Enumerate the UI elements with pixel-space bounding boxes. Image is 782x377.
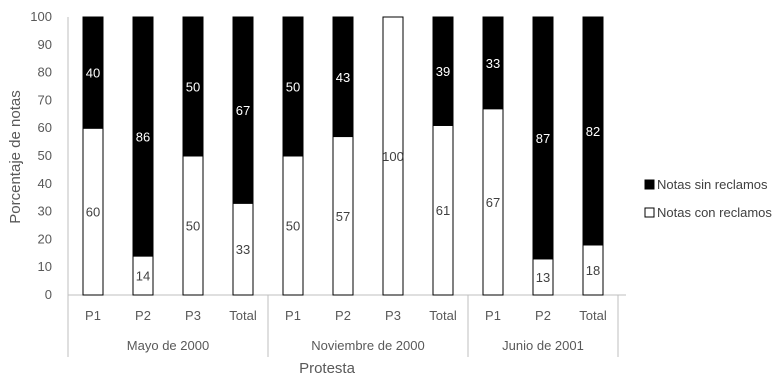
data-label-con-reclamos: 13 [536, 270, 550, 285]
data-label-con-reclamos: 18 [586, 263, 600, 278]
data-label-sin-reclamos: 82 [586, 124, 600, 139]
y-tick-label: 40 [38, 176, 52, 191]
x-category-label: Total [229, 308, 257, 323]
bar-sin-reclamos [232, 16, 254, 204]
y-tick-label: 70 [38, 92, 52, 107]
bar-sin-reclamos [132, 16, 154, 257]
legend-swatch-con-reclamos [644, 207, 655, 218]
data-label-con-reclamos: 33 [236, 242, 250, 257]
y-tick-label: 50 [38, 148, 52, 163]
data-label-sin-reclamos: 87 [536, 131, 550, 146]
bar-con-reclamos [382, 16, 404, 296]
y-tick-label: 90 [38, 37, 52, 52]
x-category-label: P3 [185, 308, 201, 323]
bar-sin-reclamos [332, 16, 354, 138]
legend: Notas sin reclamos Notas con reclamos [644, 177, 772, 220]
legend-label-con-reclamos: Notas con reclamos [657, 205, 772, 220]
x-category-label: P2 [135, 308, 151, 323]
data-label-sin-reclamos: 67 [236, 103, 250, 118]
x-group-label: Noviembre de 2000 [311, 338, 424, 353]
bar-sin-reclamos [182, 16, 204, 157]
x-category-label: P1 [285, 308, 301, 323]
data-label-con-reclamos: 100 [382, 149, 404, 164]
y-tick-label: 30 [38, 204, 52, 219]
data-labels: 40 60 86 14 50 50 67 33 50 50 43 57 100 39 61 33 67 87 13 8… [86, 56, 600, 285]
bars [82, 16, 604, 296]
x-axis-title: Protesta [299, 360, 356, 377]
bar-sin-reclamos [82, 16, 104, 129]
y-tick-label: 100 [30, 9, 52, 24]
data-label-sin-reclamos: 86 [136, 130, 150, 145]
y-tick-label: 20 [38, 231, 52, 246]
x-category-label: P1 [85, 308, 101, 323]
data-label-con-reclamos: 61 [436, 203, 450, 218]
y-tick-label: 60 [38, 120, 52, 135]
data-label-con-reclamos: 50 [286, 219, 300, 234]
data-label-con-reclamos: 67 [486, 195, 500, 210]
bar-sin-reclamos [482, 16, 504, 110]
data-label-con-reclamos: 14 [136, 269, 150, 284]
legend-label-sin-reclamos: Notas sin reclamos [657, 177, 768, 192]
x-category-label: P3 [385, 308, 401, 323]
data-label-sin-reclamos: 39 [436, 64, 450, 79]
data-label-sin-reclamos: 43 [336, 70, 350, 85]
legend-swatch-sin-reclamos [644, 179, 655, 190]
bar-sin-reclamos [282, 16, 304, 157]
y-tick-label: 10 [38, 259, 52, 274]
data-label-con-reclamos: 57 [336, 209, 350, 224]
x-category-label: Total [429, 308, 457, 323]
bar-sin-reclamos [432, 16, 454, 126]
x-category-label: P2 [535, 308, 551, 323]
y-tick-label: 0 [45, 287, 52, 302]
data-label-sin-reclamos: 50 [186, 80, 200, 95]
bar-sin-reclamos [532, 16, 554, 260]
x-category-label: P2 [335, 308, 351, 323]
data-label-sin-reclamos: 33 [486, 56, 500, 71]
axes: 0 10 20 30 40 50 60 70 80 90 100 P1 P2 P3 Total Mayo de… [30, 9, 626, 357]
x-category-label: P1 [485, 308, 501, 323]
data-label-sin-reclamos: 40 [86, 66, 100, 81]
data-label-sin-reclamos: 50 [286, 80, 300, 95]
data-label-con-reclamos: 50 [186, 219, 200, 234]
data-label-con-reclamos: 60 [86, 205, 100, 220]
x-group-label: Junio de 2001 [502, 338, 584, 353]
y-tick-label: 80 [38, 65, 52, 80]
y-axis-title: Porcentaje de notas [7, 90, 24, 223]
bar-sin-reclamos [582, 16, 604, 246]
x-category-label: Total [579, 308, 607, 323]
x-group-label: Mayo de 2000 [127, 338, 209, 353]
